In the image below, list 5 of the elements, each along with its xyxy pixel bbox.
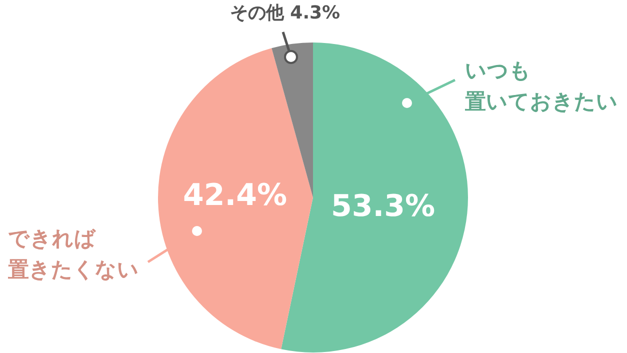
data-label: 42.4% xyxy=(182,178,288,213)
slice-label: いつも置いておきたい xyxy=(464,58,618,114)
data-label: 53.3% xyxy=(330,188,436,224)
slice-label: できれば置きたくない xyxy=(7,226,139,282)
slice-label: その他 4.3% xyxy=(230,2,340,24)
